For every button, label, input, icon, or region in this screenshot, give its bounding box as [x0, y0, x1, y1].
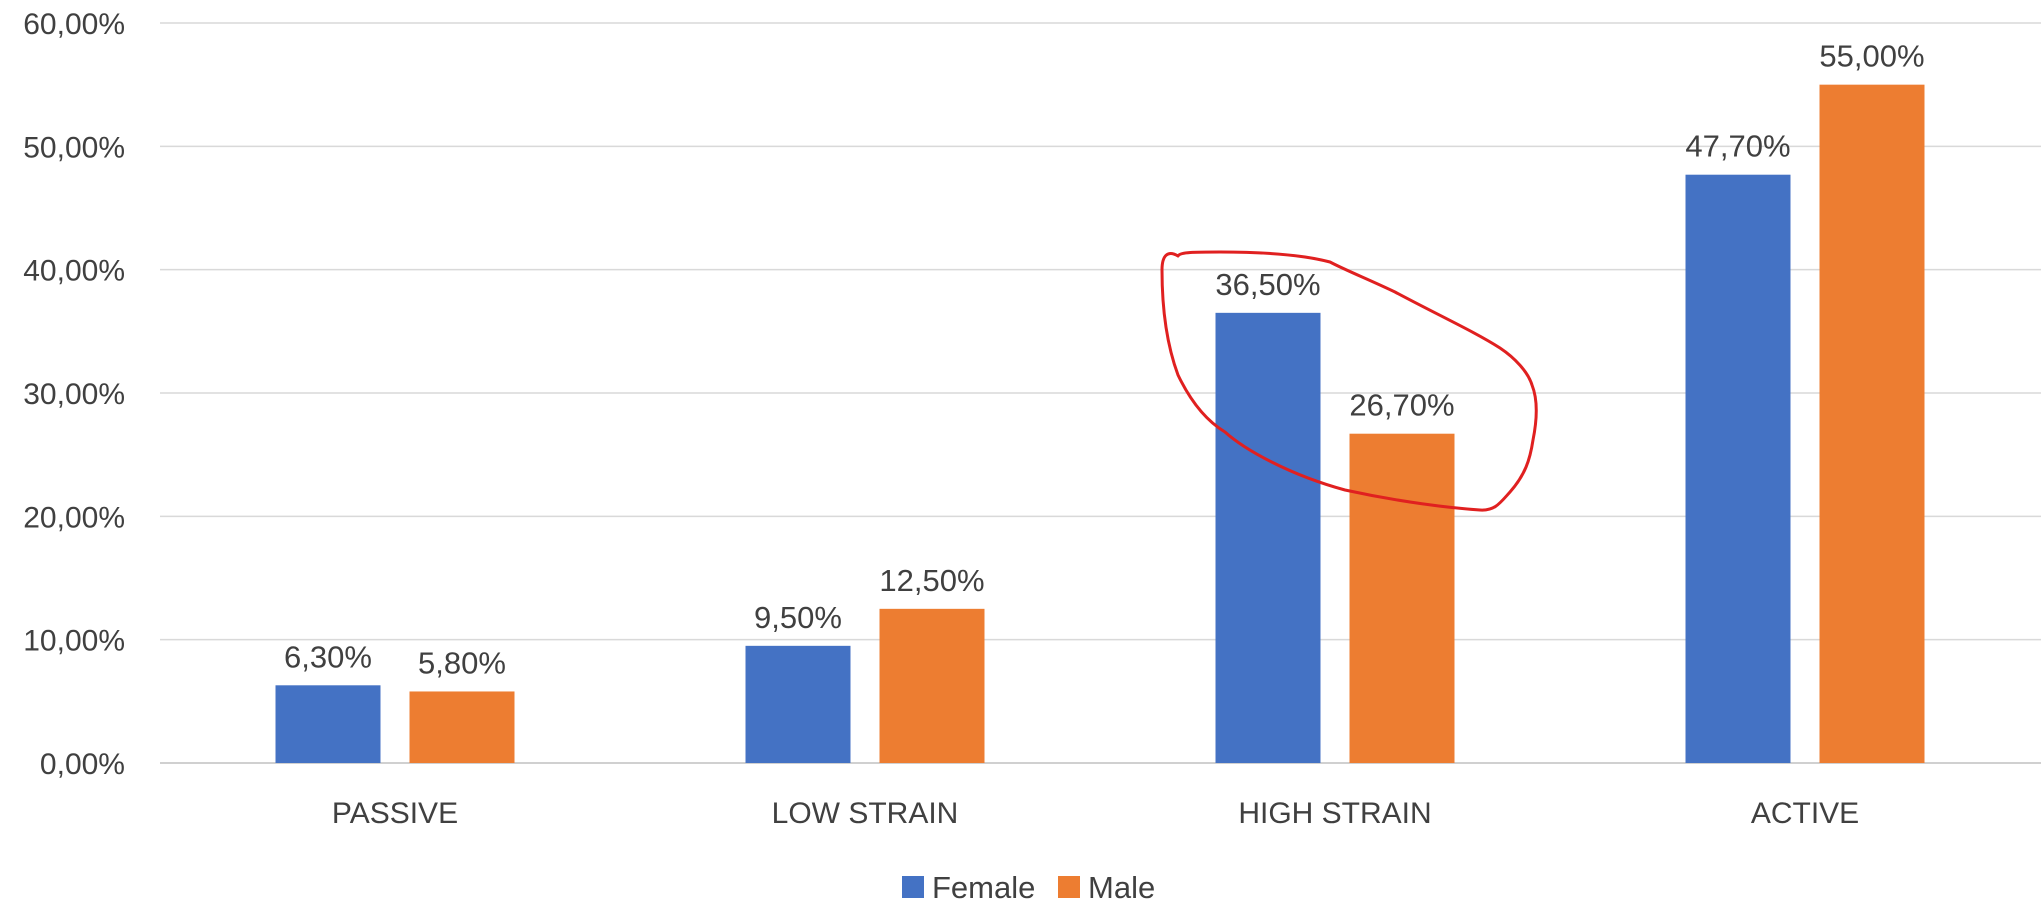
- y-tick-label: 0,00%: [40, 748, 125, 781]
- bar-female-0: [275, 685, 381, 763]
- y-tick-label: 20,00%: [23, 501, 125, 534]
- bar-female-3: [1685, 174, 1791, 763]
- x-category-label: ACTIVE: [1751, 797, 1859, 830]
- data-label: 55,00%: [1819, 39, 1924, 74]
- y-tick-label: 10,00%: [23, 625, 125, 658]
- x-category-label: LOW STRAIN: [772, 797, 959, 830]
- legend-label-male: Male: [1088, 870, 1155, 905]
- x-category-label: HIGH STRAIN: [1238, 797, 1431, 830]
- highlight-circle-annotation: [1160, 250, 1538, 512]
- data-label: 36,50%: [1215, 267, 1320, 302]
- data-label: 9,50%: [754, 600, 842, 635]
- bar-female-2: [1215, 312, 1321, 763]
- bar-male-0: [409, 691, 515, 763]
- bars: [275, 84, 1925, 763]
- y-tick-label: 50,00%: [23, 131, 125, 164]
- data-label: 26,70%: [1349, 388, 1454, 423]
- y-axis-ticks: 0,00% 10,00% 20,00% 30,00% 40,00% 50,00% 60,00…: [23, 8, 125, 781]
- data-labels: 6,30% 5,80% 9,50% 12,50% 36,50% 26,70% 47,70% 5…: [284, 39, 1925, 681]
- legend-label-female: Female: [932, 870, 1035, 905]
- y-tick-label: 30,00%: [23, 378, 125, 411]
- data-label: 12,50%: [879, 563, 984, 598]
- legend-swatch-male: [1058, 876, 1080, 898]
- legend-swatch-female: [902, 876, 924, 898]
- bar-male-1: [879, 608, 985, 763]
- data-label: 5,80%: [418, 645, 506, 680]
- x-axis-categories: PASSIVE LOW STRAIN HIGH STRAIN ACTIVE: [332, 797, 1859, 830]
- y-tick-label: 40,00%: [23, 255, 125, 288]
- data-label: 6,30%: [284, 639, 372, 674]
- bar-male-3: [1819, 84, 1925, 763]
- x-category-label: PASSIVE: [332, 797, 458, 830]
- bar-male-2: [1349, 433, 1455, 763]
- data-label: 47,70%: [1685, 129, 1790, 164]
- bar-female-1: [745, 645, 851, 763]
- legend: Female Male: [902, 870, 1155, 905]
- y-tick-label: 60,00%: [23, 8, 125, 41]
